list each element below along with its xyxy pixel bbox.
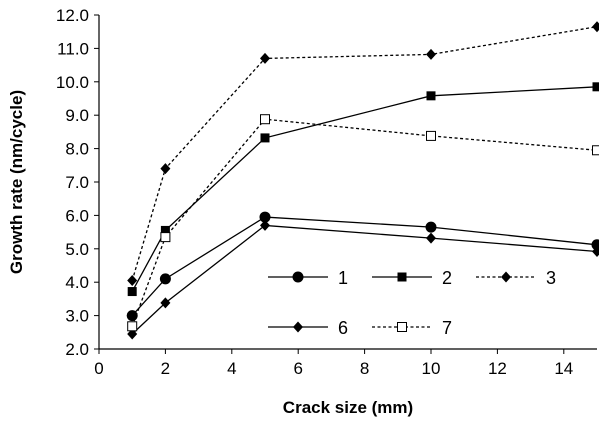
y-tick-label: 6.0 [65,206,89,225]
series-7-point [426,130,436,141]
series-6-point [260,219,270,231]
axes [98,15,597,350]
series-2-point [426,91,436,101]
y-tick-label: 7.0 [65,173,89,192]
series-2-point [160,225,170,235]
series-6-point [426,232,436,244]
legend-item-3: 3 [476,268,556,288]
x-tick-label: 2 [161,359,170,378]
legend-label: 2 [442,268,452,288]
legend-item-1: 1 [268,268,348,288]
x-axis-title: Crack size (mm) [283,398,413,417]
series-7 [127,114,599,332]
series-1 [126,211,599,322]
legend-marker [292,271,304,283]
legend-item-6: 6 [268,318,348,338]
x-tick-label: 8 [360,359,369,378]
series-1-point [159,273,171,285]
series-7-point [127,321,138,332]
series-6-point [592,245,599,257]
series-3-point [160,163,171,175]
y-tick-label: 10.0 [56,73,89,92]
series-7-point [160,232,171,243]
y-tick-label: 5.0 [65,240,89,259]
y-tick-label: 9.0 [65,106,89,125]
series-1-line [131,216,598,317]
x-tick-label: 0 [94,359,103,378]
series-1-point [259,211,271,223]
series-3-line [131,26,598,281]
x-tick-label: 12 [488,359,507,378]
series-3-point [592,21,599,33]
series-3-point [426,48,436,60]
legend-item-2: 2 [372,268,452,288]
y-axis-title: Growth rate (nm/cycle) [7,90,26,274]
legend: 1 2 3 6 7 [268,268,556,338]
legend-marker [501,271,511,283]
x-tick-label: 14 [554,359,573,378]
x-tick-label: 10 [422,359,441,378]
legend-label: 3 [546,268,556,288]
series-6-point [160,297,171,309]
y-tick-label: 12.0 [56,6,89,25]
legend-marker [293,321,303,333]
series-2-point [592,82,599,92]
y-tick-label: 8.0 [65,140,89,159]
series-2-point [127,287,137,297]
series-group [126,21,599,340]
x-tick-label: 4 [227,359,236,378]
series-1-point [425,221,437,233]
series-7-point [592,145,599,156]
series-2-line [131,86,598,292]
series-2-point [260,133,270,143]
series-3-point [260,52,270,64]
legend-marker [397,272,407,282]
legend-label: 6 [338,318,348,338]
y-tick-label: 4.0 [65,273,89,292]
tick-labels: 2.0 3.0 4.0 5.0 6.0 7.0 8.0 9.0 10.0 11.0 12.0 0 2 4 6… [56,6,573,378]
y-tick-label: 11.0 [57,39,89,58]
x-tick-label: 6 [293,359,302,378]
legend-label: 7 [442,318,452,338]
series-2 [127,82,599,297]
legend-marker [397,322,407,332]
y-tick-label: 3.0 [65,307,89,326]
series-6-line [131,224,598,335]
series-3-point [127,275,138,287]
series-7-point [260,114,270,125]
series-3 [127,21,599,287]
legend-item-7: 7 [372,318,452,338]
y-tick-label: 2.0 [65,340,89,359]
legend-label: 1 [338,268,348,288]
